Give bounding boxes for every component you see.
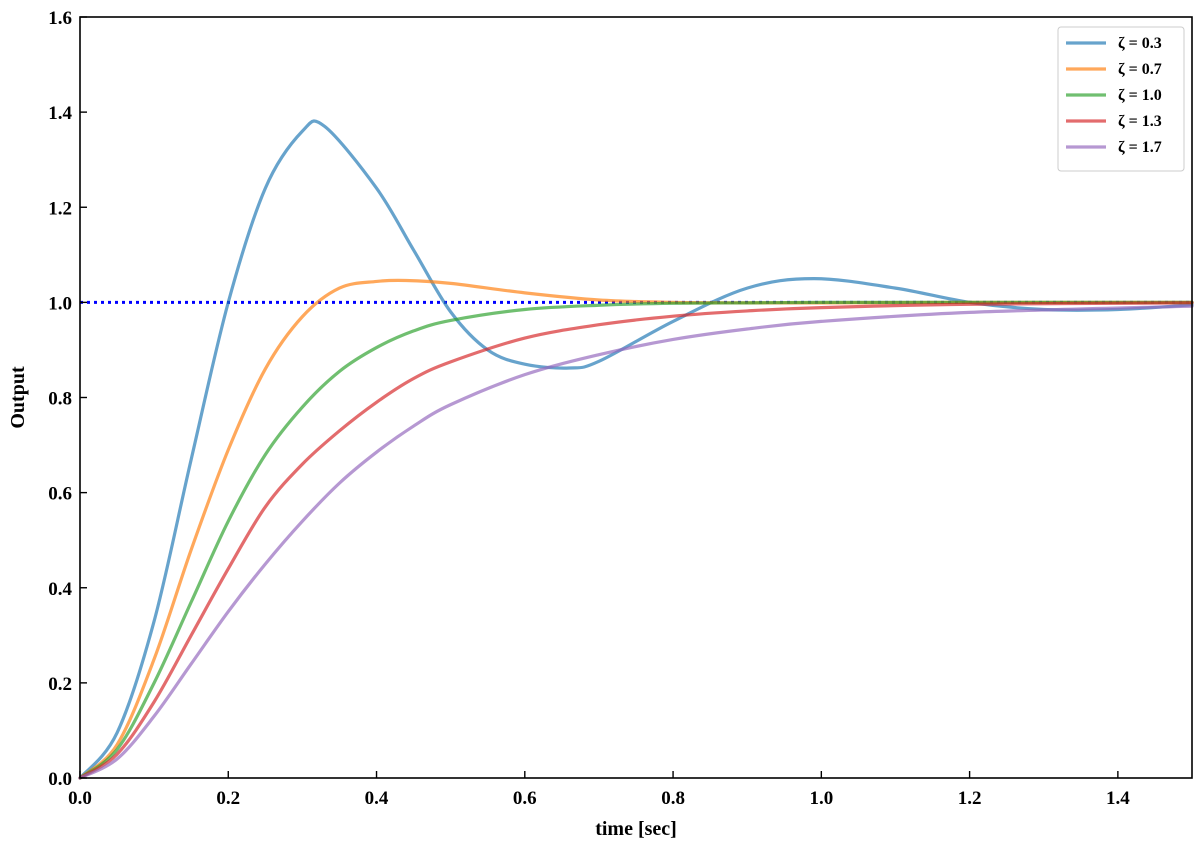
x-tick-label: 0.0 bbox=[68, 788, 92, 809]
y-tick-label: 1.6 bbox=[48, 8, 72, 29]
legend-box bbox=[1057, 26, 1185, 172]
legend-label: ζ = 1.3 bbox=[1118, 113, 1162, 130]
legend-label: ζ = 1.0 bbox=[1118, 87, 1162, 104]
y-tick-label: 0.4 bbox=[48, 579, 72, 600]
legend-label: ζ = 0.3 bbox=[1118, 35, 1162, 52]
y-tick-label: 0.2 bbox=[48, 674, 72, 695]
x-tick-label: 1.4 bbox=[1106, 788, 1130, 809]
ticks-layer: 0.0 0.2 0.4 0.6 0.8 1.0 1.2 1.4 0.0 0.2 0.4 0.6 0.8 1… bbox=[48, 8, 1130, 809]
series-line-1 bbox=[78, 119, 1194, 780]
plot-frame bbox=[79, 16, 1193, 779]
x-tick-label: 0.4 bbox=[365, 788, 389, 809]
y-tick-label: 1.2 bbox=[48, 198, 72, 219]
series-line-3 bbox=[78, 300, 1194, 780]
x-tick-label: 0.6 bbox=[513, 788, 537, 809]
series-line-2 bbox=[78, 278, 1194, 780]
legend-label: ζ = 1.7 bbox=[1118, 139, 1162, 156]
series-layer bbox=[78, 119, 1194, 780]
y-tick-label: 0.0 bbox=[48, 769, 72, 790]
series-line-5 bbox=[78, 304, 1194, 780]
x-tick-label: 0.2 bbox=[216, 788, 240, 809]
y-tick-label: 1.0 bbox=[48, 293, 72, 314]
y-tick-label: 1.4 bbox=[48, 103, 72, 124]
x-tick-label: 0.8 bbox=[661, 788, 685, 809]
y-tick-label: 0.6 bbox=[48, 484, 72, 505]
y-axis-label: Output bbox=[7, 366, 29, 429]
legend: ζ = 0.3 ζ = 0.7 ζ = 1.0 ζ = 1.3 ζ = 1.7 bbox=[1057, 26, 1185, 172]
y-tick-label: 0.8 bbox=[48, 389, 72, 410]
x-tick-label: 1.2 bbox=[958, 788, 982, 809]
legend-label: ζ = 0.7 bbox=[1118, 61, 1162, 78]
series-line-4 bbox=[78, 301, 1194, 780]
x-axis-label: time [sec] bbox=[595, 818, 677, 840]
x-tick-label: 1.0 bbox=[809, 788, 833, 809]
